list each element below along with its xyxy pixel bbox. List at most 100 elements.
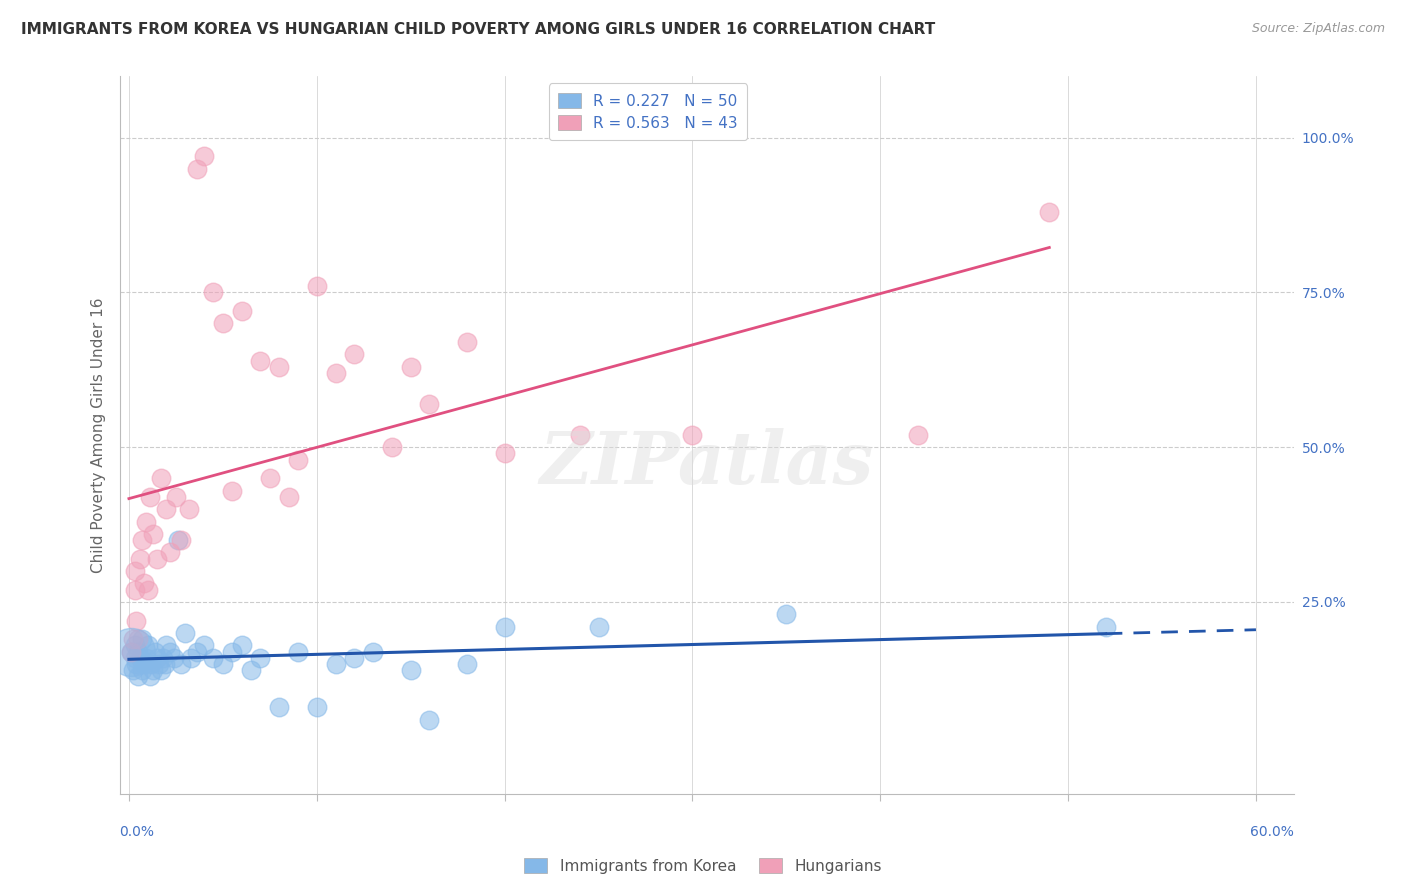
Point (142, 663, 165, 677)
Point (186, 644, 208, 658)
Point (494, 446, 516, 460)
Point (136, 638, 159, 652)
Point (1038, 205, 1060, 219)
Point (131, 632, 153, 647)
Legend: R = 0.227   N = 50, R = 0.563   N = 43: R = 0.227 N = 50, R = 0.563 N = 43 (548, 84, 747, 140)
Point (120, 644, 142, 658)
Point (170, 533, 193, 547)
Point (325, 657, 347, 671)
Text: 0.0%: 0.0% (120, 825, 155, 839)
Point (305, 279, 328, 293)
Point (907, 428, 929, 442)
Point (343, 347, 366, 361)
Point (132, 657, 155, 671)
Point (221, 644, 243, 658)
Point (170, 657, 193, 671)
Point (259, 471, 281, 485)
Point (231, 304, 253, 318)
Point (418, 713, 440, 727)
Point (240, 663, 263, 677)
Point (120, 644, 142, 658)
Point (269, 359, 291, 374)
Point (399, 359, 422, 374)
Text: ZIPatlas: ZIPatlas (540, 428, 873, 499)
Point (399, 663, 422, 677)
Point (129, 650, 152, 665)
Point (775, 607, 797, 622)
Point (177, 502, 200, 516)
Y-axis label: Child Poverty Among Girls Under 16: Child Poverty Among Girls Under 16 (91, 297, 107, 573)
Point (149, 471, 172, 485)
Text: Source: ZipAtlas.com: Source: ZipAtlas.com (1251, 22, 1385, 36)
Point (127, 632, 149, 647)
Point (121, 632, 143, 647)
Point (494, 620, 516, 634)
Point (456, 334, 478, 349)
Point (125, 614, 148, 628)
Point (124, 564, 146, 578)
Point (568, 428, 591, 442)
Point (277, 490, 299, 504)
Point (153, 657, 176, 671)
Point (163, 650, 186, 665)
Point (142, 527, 165, 541)
Point (202, 650, 225, 665)
Point (129, 551, 152, 566)
Point (143, 644, 166, 658)
Point (155, 638, 177, 652)
Point (127, 644, 149, 658)
Point (136, 582, 159, 597)
Point (381, 440, 404, 454)
Point (141, 657, 163, 671)
Point (361, 644, 384, 658)
Point (138, 669, 160, 683)
Point (127, 669, 149, 683)
Point (146, 551, 169, 566)
Point (193, 638, 215, 652)
Point (193, 149, 215, 163)
Point (148, 657, 170, 671)
Point (287, 452, 309, 467)
Point (249, 353, 271, 368)
Point (155, 502, 177, 516)
Point (681, 428, 703, 442)
Point (124, 582, 146, 597)
Point (124, 638, 146, 652)
Point (131, 533, 153, 547)
Point (456, 657, 478, 671)
Legend: Immigrants from Korea, Hungarians: Immigrants from Korea, Hungarians (519, 852, 887, 880)
Point (1094, 620, 1116, 634)
Text: 60.0%: 60.0% (1250, 825, 1294, 839)
Point (418, 397, 440, 411)
Point (135, 650, 157, 665)
Point (121, 663, 143, 677)
Point (149, 663, 172, 677)
Point (124, 650, 146, 665)
Point (138, 490, 160, 504)
Point (343, 650, 366, 665)
Point (146, 650, 169, 665)
Point (186, 161, 208, 176)
Point (211, 657, 233, 671)
Point (588, 620, 610, 634)
Point (221, 483, 243, 498)
Point (249, 650, 271, 665)
Point (211, 317, 233, 331)
Point (120, 644, 142, 658)
Point (269, 700, 291, 714)
Point (131, 663, 153, 677)
Point (125, 657, 148, 671)
Point (159, 545, 181, 559)
Text: IMMIGRANTS FROM KOREA VS HUNGARIAN CHILD POVERTY AMONG GIRLS UNDER 16 CORRELATIO: IMMIGRANTS FROM KOREA VS HUNGARIAN CHILD… (21, 22, 935, 37)
Point (305, 700, 328, 714)
Point (202, 285, 225, 300)
Point (180, 650, 202, 665)
Point (287, 644, 309, 658)
Point (152, 650, 174, 665)
Point (132, 576, 155, 591)
Point (325, 366, 347, 380)
Point (166, 533, 188, 547)
Point (231, 638, 253, 652)
Point (174, 626, 197, 640)
Point (159, 644, 181, 658)
